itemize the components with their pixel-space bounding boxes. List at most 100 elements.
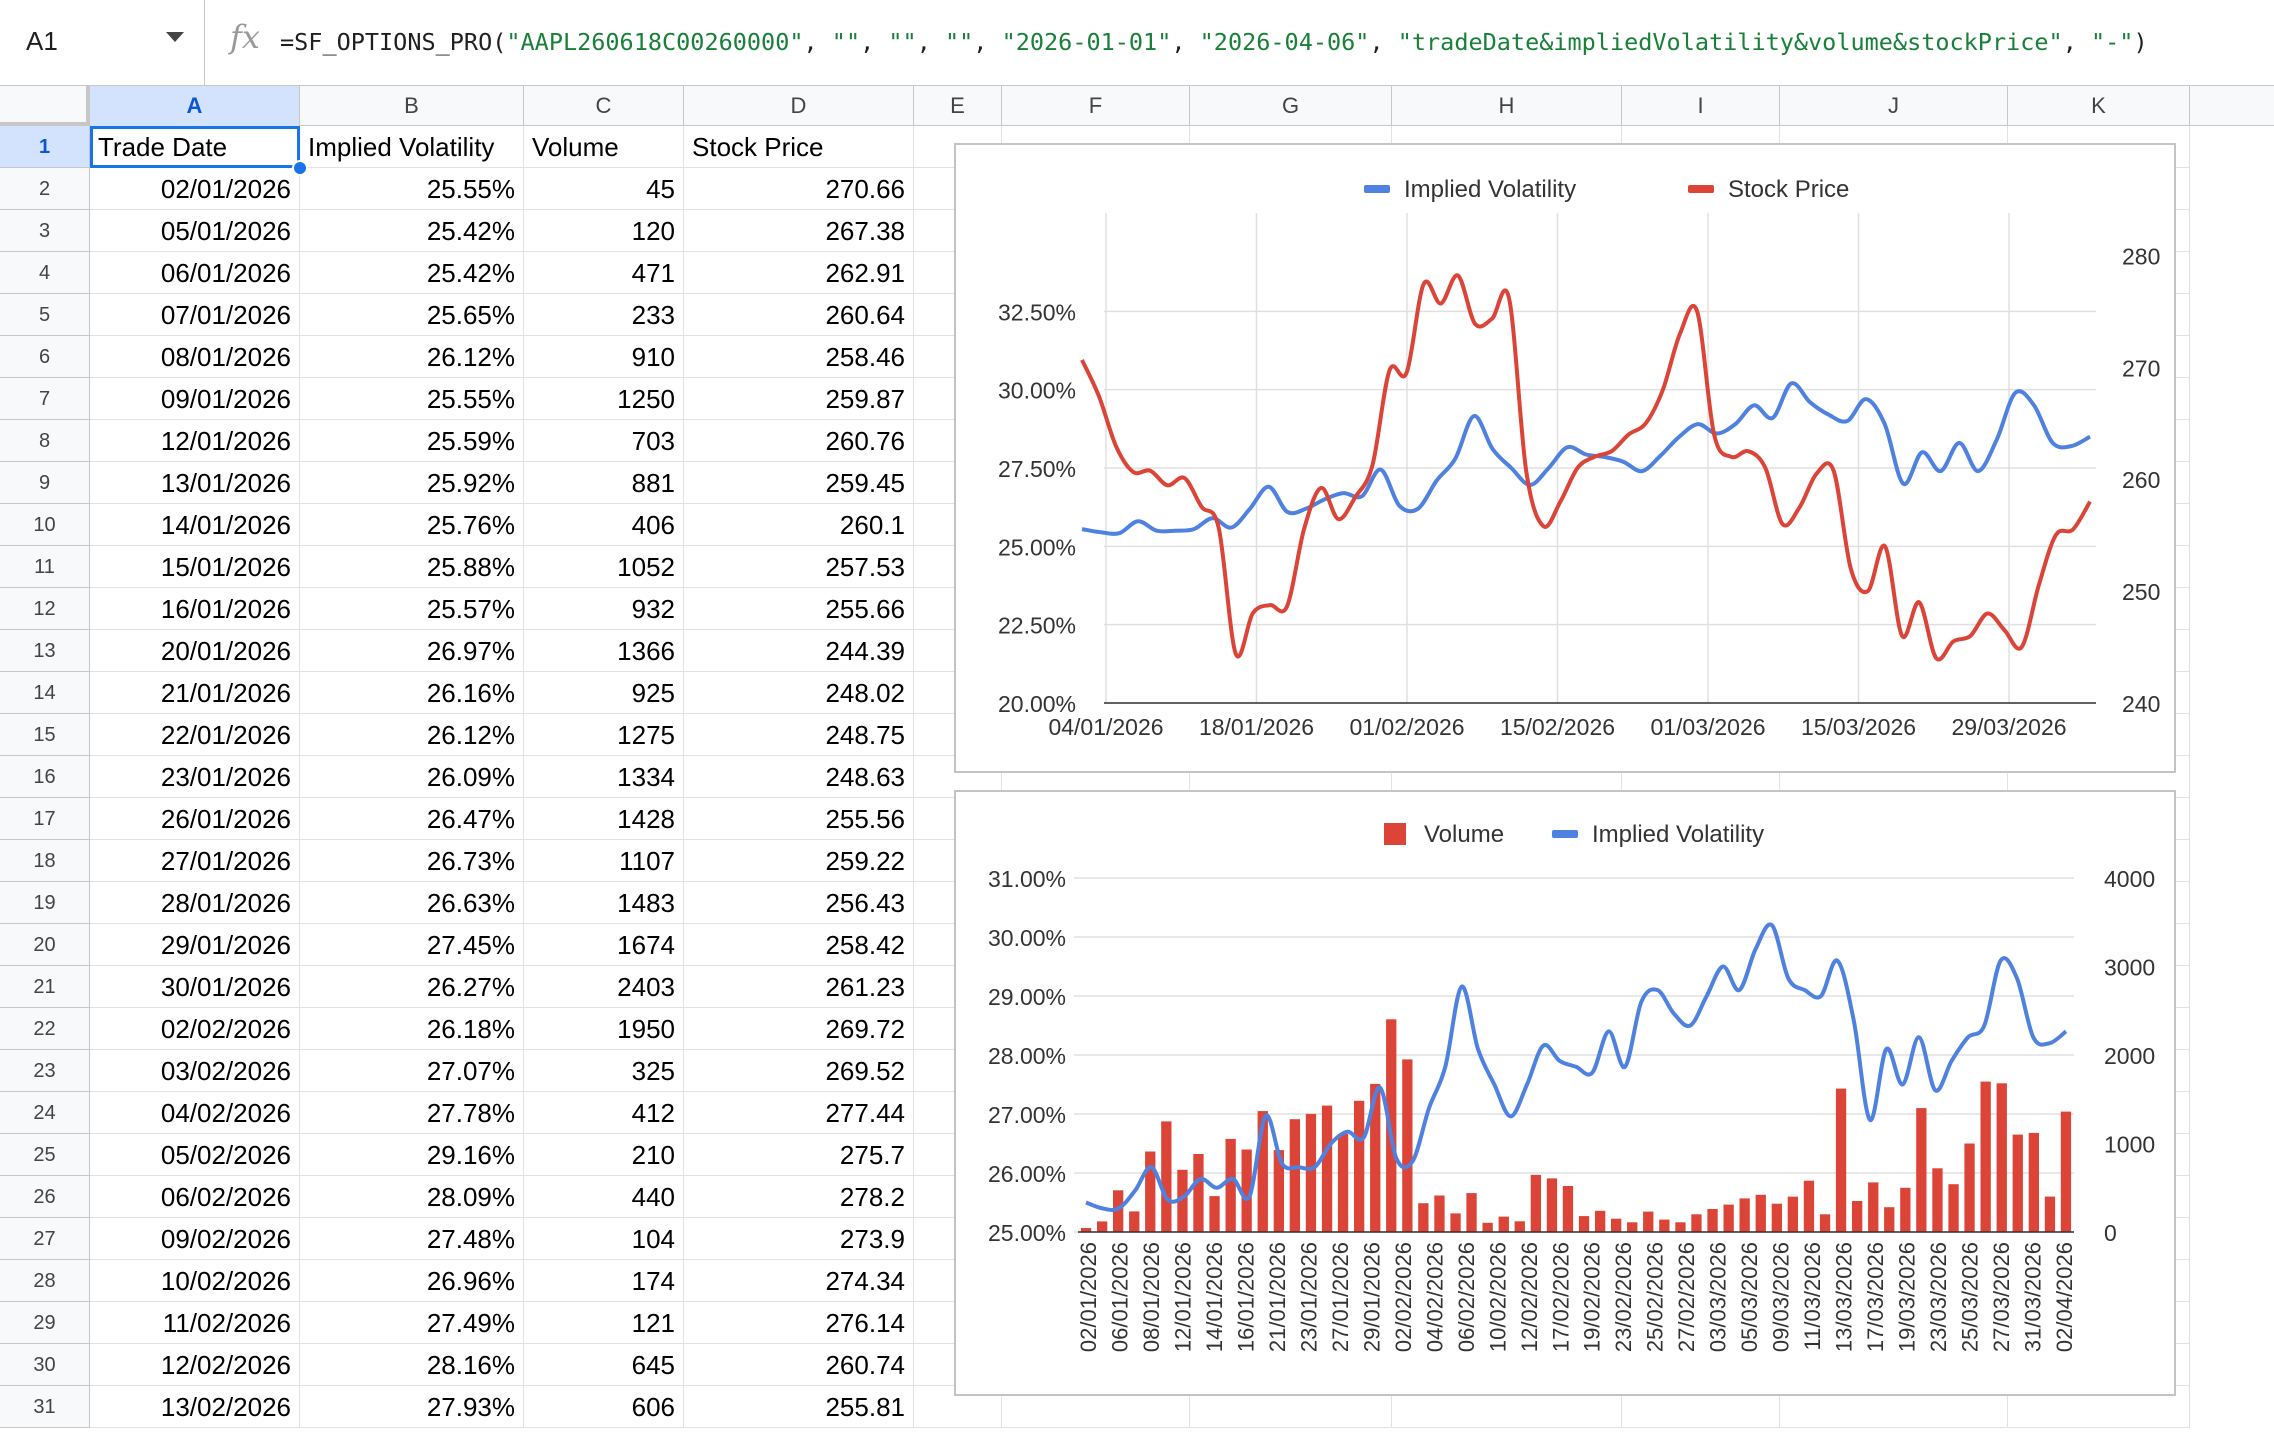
- table-cell[interactable]: 259.22: [684, 840, 914, 882]
- column-header-g[interactable]: G: [1190, 86, 1392, 126]
- table-cell[interactable]: 28/01/2026: [90, 882, 300, 924]
- table-cell[interactable]: 881: [524, 462, 684, 504]
- row-header-8[interactable]: 8: [0, 420, 90, 462]
- row-header-17[interactable]: 17: [0, 798, 90, 840]
- volume-iv-chart[interactable]: Volume Implied Volatility 25.00% 26.00% 27.0…: [954, 790, 2176, 1396]
- table-cell[interactable]: 412: [524, 1092, 684, 1134]
- iv-stock-price-chart[interactable]: Implied Volatility Stock Price 20.00% 22.50…: [954, 143, 2176, 773]
- row-header-24[interactable]: 24: [0, 1092, 90, 1134]
- table-cell[interactable]: 26.97%: [300, 630, 524, 672]
- table-cell[interactable]: 27/01/2026: [90, 840, 300, 882]
- table-cell[interactable]: 13/01/2026: [90, 462, 300, 504]
- table-cell[interactable]: 267.38: [684, 210, 914, 252]
- table-cell[interactable]: 256.43: [684, 882, 914, 924]
- table-cell[interactable]: 28.09%: [300, 1176, 524, 1218]
- table-cell[interactable]: 269.52: [684, 1050, 914, 1092]
- table-cell[interactable]: 270.66: [684, 168, 914, 210]
- row-header-5[interactable]: 5: [0, 294, 90, 336]
- column-header-h[interactable]: H: [1392, 86, 1622, 126]
- table-cell[interactable]: [914, 1386, 1002, 1428]
- table-cell[interactable]: 27.78%: [300, 1092, 524, 1134]
- table-cell[interactable]: 25.42%: [300, 252, 524, 294]
- table-cell[interactable]: 274.34: [684, 1260, 914, 1302]
- table-cell[interactable]: 27.45%: [300, 924, 524, 966]
- table-cell[interactable]: 26.12%: [300, 336, 524, 378]
- header-cell[interactable]: Stock Price: [684, 126, 914, 168]
- table-cell[interactable]: [1780, 1386, 2008, 1428]
- table-cell[interactable]: 02/02/2026: [90, 1008, 300, 1050]
- table-cell[interactable]: 26.18%: [300, 1008, 524, 1050]
- row-header-31[interactable]: 31: [0, 1386, 90, 1428]
- table-cell[interactable]: 25.55%: [300, 378, 524, 420]
- row-header-26[interactable]: 26: [0, 1176, 90, 1218]
- table-cell[interactable]: 25.57%: [300, 588, 524, 630]
- row-header-27[interactable]: 27: [0, 1218, 90, 1260]
- table-cell[interactable]: [2008, 1386, 2190, 1428]
- column-header-d[interactable]: D: [684, 86, 914, 126]
- table-cell[interactable]: 04/02/2026: [90, 1092, 300, 1134]
- table-cell[interactable]: 1107: [524, 840, 684, 882]
- table-cell[interactable]: 03/02/2026: [90, 1050, 300, 1092]
- table-cell[interactable]: 606: [524, 1386, 684, 1428]
- row-header-3[interactable]: 3: [0, 210, 90, 252]
- table-cell[interactable]: 244.39: [684, 630, 914, 672]
- table-cell[interactable]: 12/01/2026: [90, 420, 300, 462]
- table-cell[interactable]: 1950: [524, 1008, 684, 1050]
- table-cell[interactable]: 925: [524, 672, 684, 714]
- table-cell[interactable]: 06/02/2026: [90, 1176, 300, 1218]
- table-cell[interactable]: 248.63: [684, 756, 914, 798]
- row-header-2[interactable]: 2: [0, 168, 90, 210]
- table-cell[interactable]: 703: [524, 420, 684, 462]
- row-header-29[interactable]: 29: [0, 1302, 90, 1344]
- table-cell[interactable]: 260.74: [684, 1344, 914, 1386]
- table-cell[interactable]: 273.9: [684, 1218, 914, 1260]
- table-cell[interactable]: 21/01/2026: [90, 672, 300, 714]
- table-cell[interactable]: 30/01/2026: [90, 966, 300, 1008]
- table-cell[interactable]: 13/02/2026: [90, 1386, 300, 1428]
- table-cell[interactable]: 276.14: [684, 1302, 914, 1344]
- table-cell[interactable]: 260.1: [684, 504, 914, 546]
- table-cell[interactable]: 910: [524, 336, 684, 378]
- table-cell[interactable]: 1366: [524, 630, 684, 672]
- table-cell[interactable]: 248.02: [684, 672, 914, 714]
- table-cell[interactable]: 104: [524, 1218, 684, 1260]
- table-cell[interactable]: 278.2: [684, 1176, 914, 1218]
- table-cell[interactable]: 1428: [524, 798, 684, 840]
- table-cell[interactable]: 10/02/2026: [90, 1260, 300, 1302]
- table-cell[interactable]: 29/01/2026: [90, 924, 300, 966]
- select-all-corner[interactable]: [0, 86, 90, 126]
- table-cell[interactable]: 02/01/2026: [90, 168, 300, 210]
- table-cell[interactable]: 14/01/2026: [90, 504, 300, 546]
- row-header-1[interactable]: 1: [0, 126, 90, 168]
- table-cell[interactable]: 260.76: [684, 420, 914, 462]
- table-cell[interactable]: 248.75: [684, 714, 914, 756]
- table-cell[interactable]: 45: [524, 168, 684, 210]
- table-cell[interactable]: 26.73%: [300, 840, 524, 882]
- row-header-15[interactable]: 15: [0, 714, 90, 756]
- table-cell[interactable]: 05/01/2026: [90, 210, 300, 252]
- name-box[interactable]: A1: [0, 0, 205, 86]
- table-cell[interactable]: 26.96%: [300, 1260, 524, 1302]
- table-cell[interactable]: 1052: [524, 546, 684, 588]
- table-cell[interactable]: 12/02/2026: [90, 1344, 300, 1386]
- row-header-4[interactable]: 4: [0, 252, 90, 294]
- header-cell[interactable]: Trade Date: [90, 126, 300, 168]
- row-header-16[interactable]: 16: [0, 756, 90, 798]
- table-cell[interactable]: 05/02/2026: [90, 1134, 300, 1176]
- row-header-30[interactable]: 30: [0, 1344, 90, 1386]
- table-cell[interactable]: 26.47%: [300, 798, 524, 840]
- column-header-k[interactable]: K: [2008, 86, 2190, 126]
- row-header-23[interactable]: 23: [0, 1050, 90, 1092]
- selection-fill-handle[interactable]: [292, 160, 308, 176]
- table-cell[interactable]: 255.81: [684, 1386, 914, 1428]
- header-cell[interactable]: Volume: [524, 126, 684, 168]
- column-header-b[interactable]: B: [300, 86, 524, 126]
- table-cell[interactable]: 440: [524, 1176, 684, 1218]
- row-header-14[interactable]: 14: [0, 672, 90, 714]
- table-cell[interactable]: 26.16%: [300, 672, 524, 714]
- table-cell[interactable]: 15/01/2026: [90, 546, 300, 588]
- table-cell[interactable]: 120: [524, 210, 684, 252]
- table-cell[interactable]: 121: [524, 1302, 684, 1344]
- table-cell[interactable]: 406: [524, 504, 684, 546]
- table-cell[interactable]: 28.16%: [300, 1344, 524, 1386]
